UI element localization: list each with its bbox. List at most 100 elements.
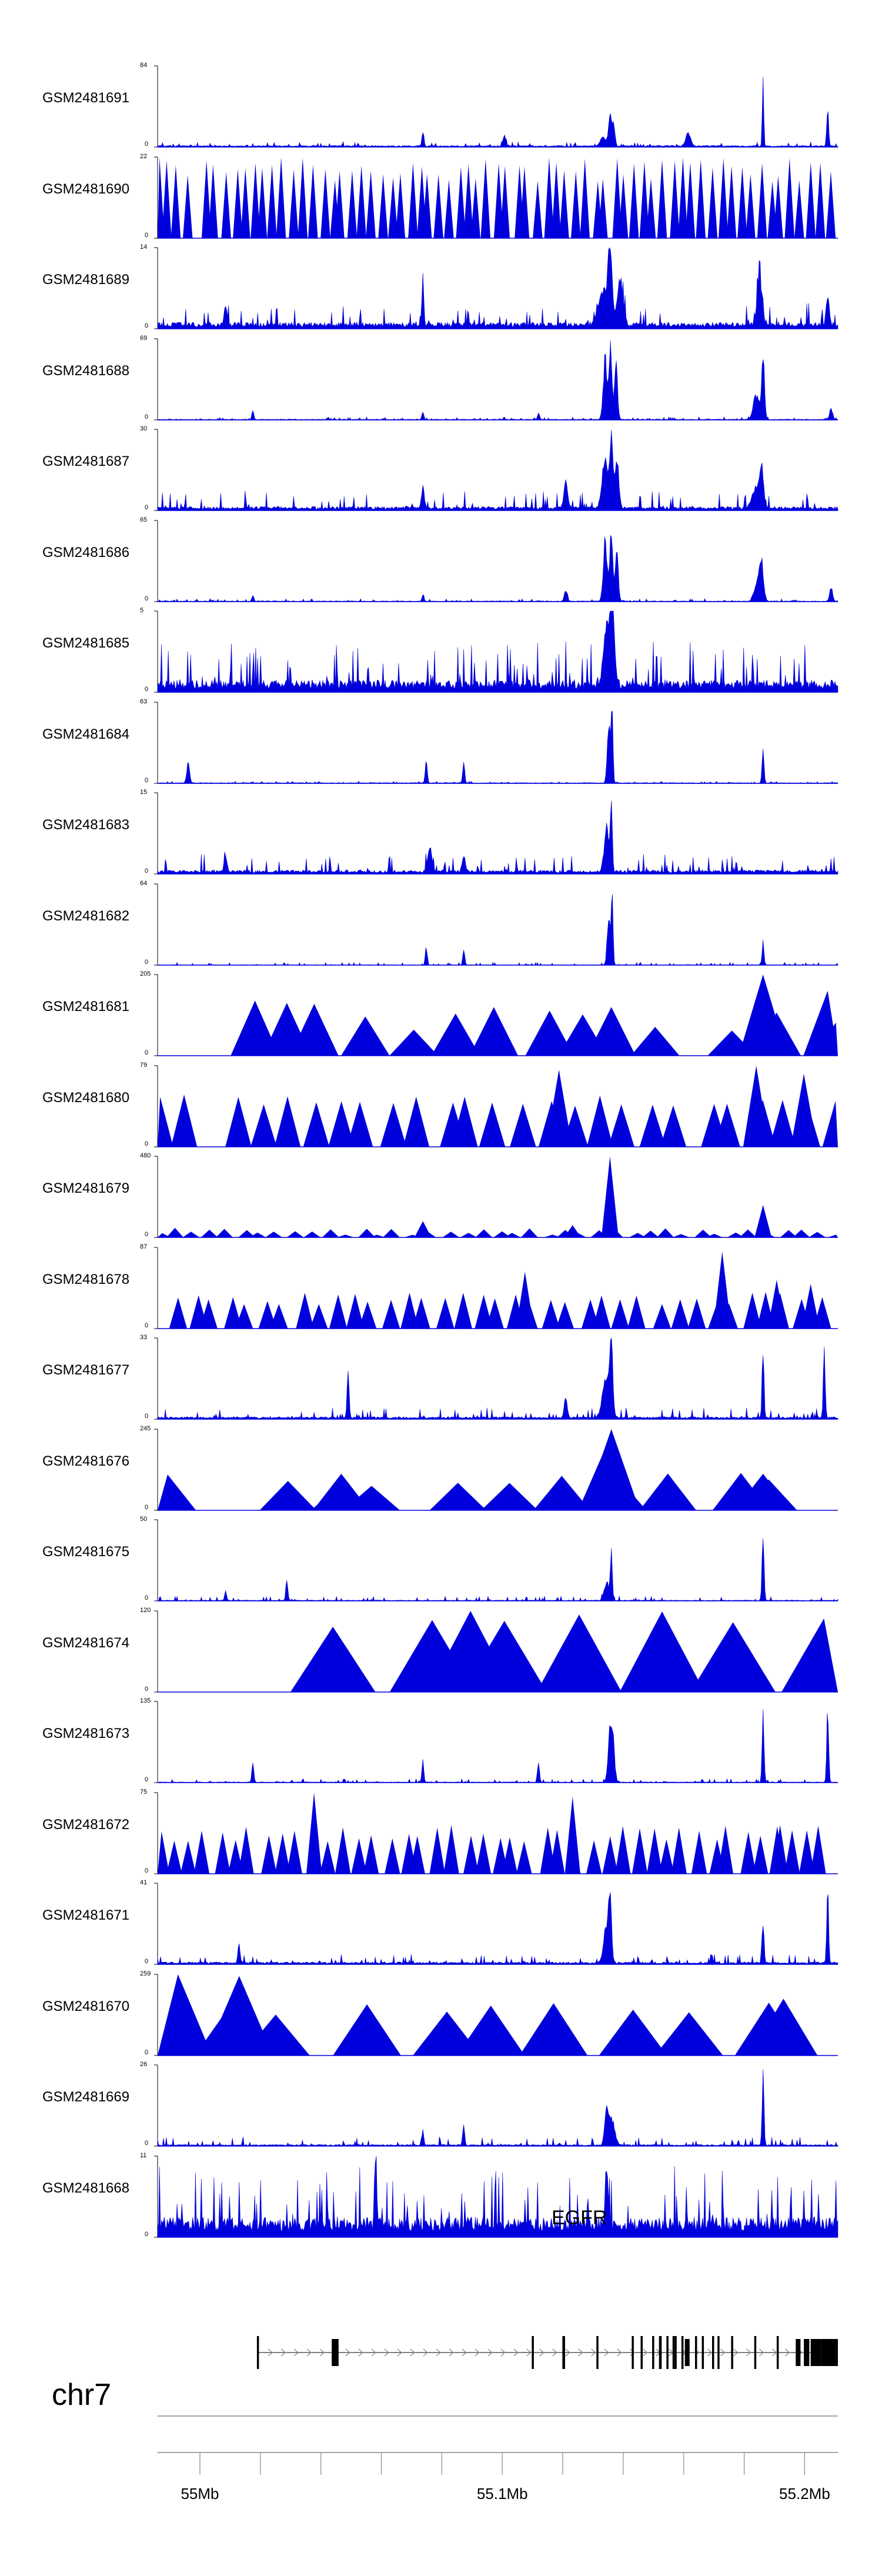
signal-peak (307, 1836, 323, 1874)
signal-peak (500, 165, 510, 238)
track-label: GSM2481684 (42, 726, 130, 742)
signal-peak (341, 1016, 390, 1056)
y-min-label: 0 (145, 686, 149, 693)
signal-peak (503, 1233, 521, 1237)
y-max-label: 11 (140, 2151, 147, 2159)
signal-peak (403, 1096, 430, 1147)
signal-peak (707, 167, 718, 238)
signal-peak (784, 158, 795, 238)
strand-arrow (500, 2348, 506, 2357)
signal-peak (752, 1012, 801, 1056)
y-min-label: 0 (145, 1776, 149, 1783)
signal-peak (322, 1229, 339, 1237)
y-axis (154, 429, 158, 511)
signal-peak (395, 173, 406, 238)
signal-peak (215, 1832, 230, 1874)
track-GSM2481691: GSM2481691 84 0 (0, 62, 882, 148)
y-max-label: 33 (140, 1334, 148, 1341)
y-axis (154, 1792, 158, 1874)
signal-peak (201, 1229, 218, 1237)
signal-peak (267, 164, 277, 238)
y-max-label: 30 (140, 425, 148, 432)
signal-peak (516, 1841, 532, 1874)
signal-peak (337, 1234, 354, 1237)
y-axis (154, 1065, 158, 1147)
signal-peak (463, 1835, 479, 1874)
y-max-label: 120 (140, 1606, 151, 1614)
axis-tick-label: 55.1Mb (476, 2485, 528, 2502)
y-max-label: 69 (140, 334, 148, 342)
signal-peak (769, 1099, 796, 1147)
signal-peak (580, 158, 590, 238)
y-min-label: 0 (145, 1140, 149, 1147)
track-plot (154, 338, 838, 421)
track-plot (154, 1337, 838, 1420)
signal-peak (358, 1229, 376, 1237)
y-min-label: 0 (145, 504, 149, 511)
signal-peak (739, 1229, 757, 1237)
signal-area (157, 1538, 838, 1601)
signal-peak (657, 159, 667, 238)
signal-peak (590, 1477, 647, 1510)
signal-peak (799, 1830, 815, 1874)
signal-peak (793, 1229, 810, 1237)
gene-exon (562, 2336, 565, 2369)
signal-peak (827, 1234, 838, 1237)
y-min-label: 0 (145, 2048, 149, 2056)
strand-arrow (720, 2348, 726, 2357)
signal-peak (456, 166, 466, 238)
signal-peak (749, 1998, 818, 2056)
track-GSM2481684: GSM2481684 63 0 (0, 698, 882, 784)
signal-peak (193, 1830, 210, 1874)
signal-peak (454, 1292, 472, 1329)
track-plot (154, 702, 838, 784)
signal-peak (671, 1299, 689, 1329)
signal-peak (671, 1827, 687, 1874)
signal-peak (639, 161, 650, 238)
signal-peak (180, 1840, 196, 1874)
signal-tracks: GSM2481691 84 0 GSM2481690 22 0 GSM2481689 14 0 G… (0, 62, 882, 2238)
signal-peak (746, 173, 756, 238)
gene-exon (712, 2336, 714, 2369)
signal-peak (238, 1826, 254, 1874)
signal-peak (608, 1104, 634, 1147)
signal-peak (162, 160, 172, 238)
y-min-label: 0 (145, 776, 149, 784)
gene-exon (796, 2339, 801, 2366)
strand-arrow (591, 2348, 596, 2357)
track-GSM2481688: GSM2481688 69 0 (0, 335, 882, 421)
signal-peak (158, 1096, 173, 1147)
signal-area (157, 535, 838, 602)
signal-peak (726, 165, 737, 238)
strand-arrow (552, 2348, 557, 2357)
signal-peak (388, 177, 398, 238)
signal-peak (235, 1304, 253, 1329)
signal-peak (571, 171, 581, 238)
signal-peak (358, 1301, 377, 1329)
signal-peak (629, 163, 639, 238)
y-axis (154, 883, 158, 965)
signal-peak (556, 1302, 574, 1329)
signal-peak (475, 1229, 493, 1237)
strand-arrow (565, 2348, 570, 2357)
signal-peak (380, 1102, 407, 1147)
signal-peak (216, 1229, 233, 1237)
signal-peak (290, 1626, 376, 1692)
signal-peak (694, 1229, 712, 1237)
signal-peak (205, 1976, 273, 2056)
signal-peak (737, 166, 747, 238)
y-min-label: 0 (145, 1231, 149, 1238)
signal-peak (754, 1204, 772, 1237)
signal-peak (452, 1096, 478, 1147)
signal-peak (771, 1292, 789, 1329)
y-axis (154, 1974, 158, 2056)
track-GSM2481685: GSM2481685 5 0 (0, 608, 882, 693)
signal-peak (460, 1233, 477, 1237)
signal-peak (270, 1303, 288, 1329)
gene-exon (666, 2336, 669, 2369)
signal-peak (303, 1102, 330, 1147)
signal-peak (615, 1826, 631, 1874)
signal-peak (612, 158, 622, 238)
track-GSM2481675: GSM2481675 50 0 (0, 1516, 882, 1601)
track-label: GSM2481689 (42, 272, 130, 288)
